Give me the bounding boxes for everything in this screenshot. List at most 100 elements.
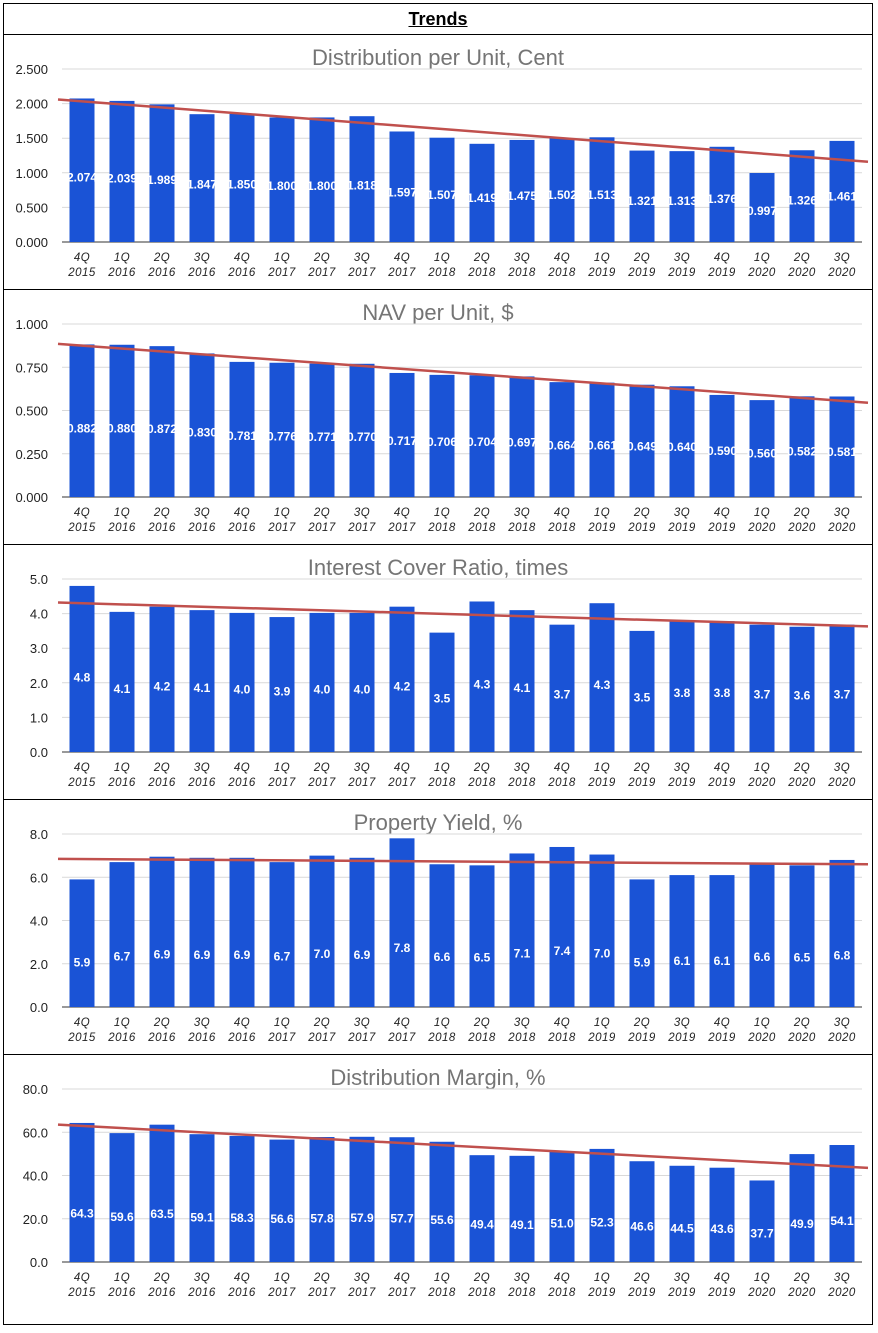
page-title: Trends	[408, 9, 468, 29]
y-tick-label: 0.000	[15, 235, 48, 250]
y-tick-label: 1.0	[30, 710, 48, 725]
data-label: 0.704	[467, 435, 497, 449]
x-tick-year: 2019	[587, 1032, 616, 1044]
x-tick-year: 2016	[147, 1287, 176, 1299]
title-bar: Trends	[4, 4, 872, 35]
x-tick-quarter: 4Q	[234, 252, 250, 264]
data-label: 0.649	[627, 439, 657, 453]
x-tick-year: 2015	[67, 267, 96, 279]
bar	[549, 846, 575, 1007]
x-tick-quarter: 1Q	[434, 252, 450, 264]
bar	[229, 612, 255, 752]
x-tick-quarter: 2Q	[473, 1272, 490, 1284]
bar	[669, 875, 695, 1007]
bar	[589, 382, 615, 497]
data-label: 0.706	[427, 435, 457, 449]
x-tick-year: 2017	[307, 522, 336, 534]
data-label: 0.882	[67, 421, 97, 435]
data-label: 6.1	[674, 954, 691, 968]
x-tick-quarter: 1Q	[274, 762, 290, 774]
data-label: 2.074	[67, 170, 97, 184]
bar	[549, 382, 575, 497]
x-tick-quarter: 3Q	[834, 1017, 850, 1029]
x-tick-quarter: 1Q	[114, 762, 130, 774]
data-label: 6.7	[274, 949, 291, 963]
x-tick-year: 2018	[507, 1287, 536, 1299]
bar	[629, 630, 655, 752]
x-tick-quarter: 1Q	[114, 252, 130, 264]
bar	[309, 1137, 335, 1262]
x-tick-year: 2019	[627, 267, 656, 279]
chart-property-yield: Property Yield, % 0.0 2.0 4.0 6.0 8.0 5.9 4Q 201…	[4, 800, 872, 1055]
data-label: 0.776	[267, 430, 297, 444]
data-label: 49.1	[510, 1218, 534, 1232]
bar	[69, 344, 95, 497]
y-tick-label: 5.0	[30, 572, 48, 587]
x-tick-year: 2019	[667, 1287, 696, 1299]
x-tick-quarter: 4Q	[554, 1017, 570, 1029]
x-tick-year: 2020	[827, 267, 856, 279]
data-label: 0.872	[147, 422, 177, 436]
chart-svg-3: Property Yield, % 0.0 2.0 4.0 6.0 8.0 5.9 4Q 201…	[30, 810, 869, 1044]
bar	[709, 1167, 735, 1262]
bar	[549, 1151, 575, 1262]
bar	[509, 610, 535, 752]
x-tick-year: 2016	[187, 1287, 216, 1299]
x-tick-quarter: 1Q	[274, 1017, 290, 1029]
data-label: 1.850	[227, 177, 257, 191]
x-tick-quarter: 2Q	[793, 252, 810, 264]
x-tick-quarter: 3Q	[194, 1017, 210, 1029]
bar	[189, 1134, 215, 1262]
bar	[589, 137, 615, 242]
x-tick-quarter: 1Q	[594, 507, 610, 519]
data-label: 6.6	[754, 950, 771, 964]
bar	[109, 862, 135, 1007]
x-tick-quarter: 3Q	[674, 762, 690, 774]
x-tick-quarter: 4Q	[394, 1017, 410, 1029]
bar	[429, 137, 455, 242]
x-tick-year: 2017	[347, 1287, 376, 1299]
x-tick-quarter: 2Q	[313, 252, 330, 264]
y-tick-label: 0.750	[15, 360, 48, 375]
x-tick-year: 2017	[387, 777, 416, 789]
bar	[469, 143, 495, 242]
data-label: 6.9	[154, 947, 171, 961]
x-tick-quarter: 3Q	[354, 1272, 370, 1284]
chart-distribution-margin: Distribution Margin, % 0.0 20.0 40.0 60.0 80.…	[4, 1055, 872, 1310]
bar	[669, 386, 695, 497]
data-label: 1.419	[467, 191, 497, 205]
bar	[389, 838, 415, 1007]
bar	[229, 857, 255, 1007]
data-label: 4.1	[114, 682, 131, 696]
data-label: 64.3	[70, 1206, 94, 1220]
data-label: 6.9	[234, 948, 251, 962]
data-label: 3.7	[834, 688, 851, 702]
chart-svg-0: Distribution per Unit, Cent 0.000 0.500 1.0…	[15, 45, 869, 279]
bar	[589, 854, 615, 1007]
x-tick-year: 2020	[827, 522, 856, 534]
bar	[789, 150, 815, 242]
x-tick-year: 2019	[667, 522, 696, 534]
x-tick-year: 2017	[347, 1032, 376, 1044]
x-tick-quarter: 3Q	[514, 507, 530, 519]
x-tick-year: 2020	[787, 1287, 816, 1299]
x-tick-year: 2017	[307, 1287, 336, 1299]
x-tick-quarter: 3Q	[194, 507, 210, 519]
data-label: 1.326	[787, 194, 817, 208]
y-tick-label: 40.0	[23, 1169, 48, 1184]
x-tick-quarter: 1Q	[754, 762, 770, 774]
x-tick-quarter: 2Q	[633, 1017, 650, 1029]
x-tick-year: 2019	[627, 1287, 656, 1299]
x-tick-year: 2015	[67, 1287, 96, 1299]
data-label: 43.6	[710, 1222, 734, 1236]
x-tick-year: 2018	[467, 522, 496, 534]
y-tick-label: 4.0	[30, 607, 48, 622]
x-tick-quarter: 2Q	[473, 507, 490, 519]
trendline	[57, 1123, 869, 1170]
data-label: 0.590	[707, 444, 737, 458]
x-tick-year: 2015	[67, 1032, 96, 1044]
x-tick-year: 2018	[467, 777, 496, 789]
x-tick-year: 2019	[627, 1032, 656, 1044]
x-tick-year: 2019	[587, 1287, 616, 1299]
x-tick-year: 2017	[387, 1032, 416, 1044]
